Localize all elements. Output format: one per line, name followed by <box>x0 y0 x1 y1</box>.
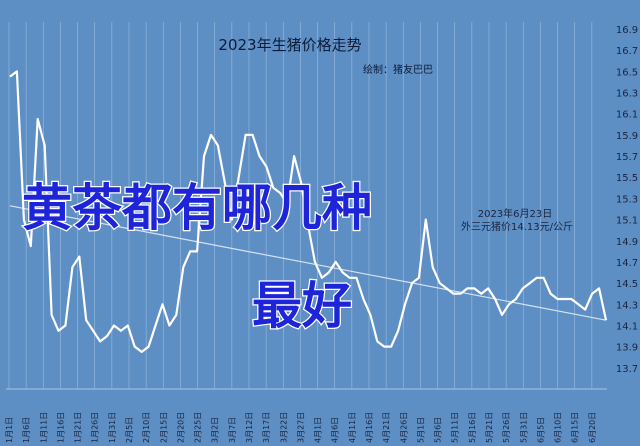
y-tick-label: 15.1 <box>616 216 638 227</box>
x-tick-label: 4月6日 <box>331 417 340 443</box>
x-tick-label: 4月26日 <box>399 412 408 443</box>
y-tick-label: 14.5 <box>616 279 638 290</box>
x-tick-label: 5月16日 <box>468 412 477 443</box>
x-tick-label: 1月31日 <box>108 412 117 443</box>
x-tick-label: 3月7日 <box>228 417 237 443</box>
y-tick-label: 13.7 <box>616 364 638 375</box>
watermark-line-1: 黄茶都有哪几种 <box>22 179 372 237</box>
x-tick-label: 3月2日 <box>211 417 220 443</box>
trend-line <box>9 205 607 321</box>
watermark-line-2: 最好 <box>252 277 352 335</box>
x-tick-label: 6月15日 <box>571 412 580 443</box>
x-tick-label: 5月21日 <box>485 412 494 443</box>
x-tick-label: 4月21日 <box>382 412 391 443</box>
y-axis-ticks: 13.7 13.9 14.1 14.3 14.5 14.7 14.9 15.1 15.3 15.5… <box>616 25 638 375</box>
y-tick-label: 15.5 <box>616 173 638 184</box>
x-tick-label: 2月5日 <box>125 417 134 443</box>
x-tick-label: 1月21日 <box>74 412 83 443</box>
x-tick-label: 2月10日 <box>142 412 151 443</box>
y-tick-label: 16.1 <box>616 110 638 121</box>
y-tick-label: 14.1 <box>616 321 638 332</box>
y-tick-label: 14.3 <box>616 300 638 311</box>
x-tick-label: 5月26日 <box>502 412 511 443</box>
y-tick-label: 15.3 <box>616 194 638 205</box>
y-tick-label: 16.9 <box>616 25 638 36</box>
x-tick-label: 2月25日 <box>194 412 203 443</box>
x-tick-label: 3月22日 <box>279 412 288 443</box>
x-tick-label: 6月5日 <box>536 417 545 443</box>
x-axis-ticks: 1月1日 1月6日 1月11日 1月16日 1月21日 1月26日 1月31日 2月5日 2月1… <box>5 412 597 443</box>
x-tick-label: 1月1日 <box>5 417 14 443</box>
y-tick-label: 15.9 <box>616 131 638 142</box>
chart-title: 2023年生猪价格走势 <box>218 36 361 54</box>
x-tick-label: 4月11日 <box>348 412 357 443</box>
y-tick-label: 13.9 <box>616 343 638 354</box>
y-tick-label: 16.3 <box>616 89 638 100</box>
x-tick-label: 2月15日 <box>159 412 168 443</box>
x-tick-label: 5月1日 <box>416 417 425 443</box>
x-tick-label: 1月11日 <box>39 412 48 443</box>
x-tick-label: 2月20日 <box>176 412 185 443</box>
annotation-price: 外三元猪价14.13元/公斤 <box>461 221 573 233</box>
x-tick-label: 1月26日 <box>91 412 100 443</box>
x-tick-label: 1月6日 <box>22 417 31 443</box>
grid-lines <box>8 22 593 389</box>
x-tick-label: 4月16日 <box>365 412 374 443</box>
x-tick-label: 6月20日 <box>588 412 597 443</box>
x-tick-label: 1月16日 <box>56 412 65 443</box>
x-tick-label: 3月12日 <box>245 412 254 443</box>
y-tick-label: 15.7 <box>616 152 638 163</box>
x-tick-label: 4月1日 <box>314 417 323 443</box>
x-tick-label: 6月10日 <box>554 412 563 443</box>
annotation-date: 2023年6月23日 <box>478 207 553 220</box>
x-tick-label: 3月27日 <box>296 412 305 443</box>
chart-credit: 绘制：猪友巴巴 <box>363 63 433 76</box>
price-series-line <box>9 70 608 353</box>
y-tick-label: 14.9 <box>616 237 638 248</box>
y-tick-label: 14.7 <box>616 258 638 269</box>
y-tick-label: 16.5 <box>616 67 638 78</box>
x-tick-label: 3月17日 <box>262 412 271 443</box>
y-tick-label: 16.7 <box>616 46 638 57</box>
x-tick-label: 5月31日 <box>519 412 528 443</box>
x-tick-label: 5月6日 <box>434 417 443 443</box>
x-tick-label: 5月11日 <box>451 412 460 443</box>
